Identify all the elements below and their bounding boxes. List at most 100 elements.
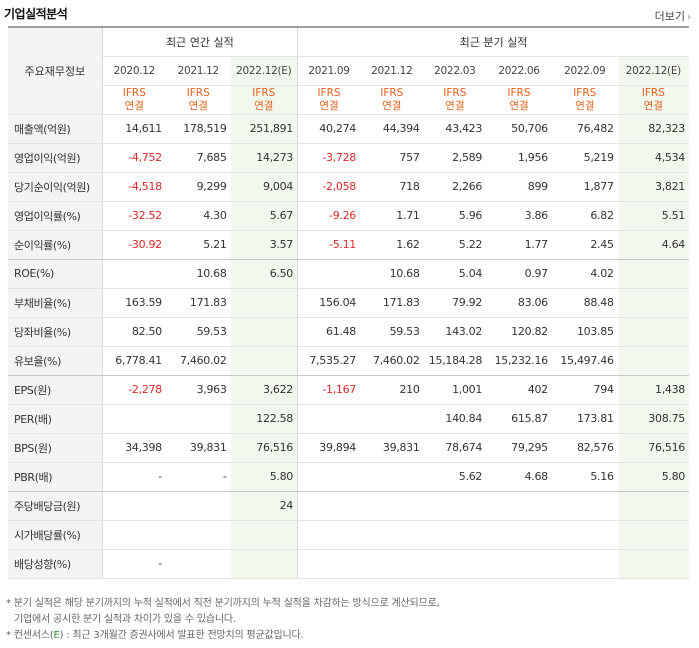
table-cell: -1,167 xyxy=(297,375,360,405)
table-cell: 39,831 xyxy=(360,433,424,463)
table-cell: 82.50 xyxy=(102,317,166,347)
period-header: 2022.12(E) xyxy=(230,56,298,86)
table-cell: 9,299 xyxy=(165,172,231,202)
table-cell xyxy=(102,259,166,289)
ifrs-consolidated: 연결 xyxy=(319,99,339,112)
table-cell: 3.86 xyxy=(486,201,552,231)
table-cell: 10.68 xyxy=(360,259,424,289)
table-cell: 1.71 xyxy=(360,201,424,231)
ifrs-label: IFRS 연결 xyxy=(423,85,487,115)
ifrs-standard: IFRS xyxy=(252,86,276,99)
table-cell: 78,674 xyxy=(423,433,487,463)
table-cell xyxy=(230,346,298,376)
table-cell: 178,519 xyxy=(165,114,231,144)
table-cell: 59.53 xyxy=(360,317,424,347)
table-cell: 171.83 xyxy=(165,288,231,318)
more-link[interactable]: 더보기 › xyxy=(655,8,691,24)
ifrs-label: IFRS 연결 xyxy=(165,85,231,115)
table-cell: 1,001 xyxy=(423,375,487,405)
table-row: 매출액(억원) 14,611 178,519 251,891 40,274 44,394 4… xyxy=(8,114,689,144)
table-cell: 0.97 xyxy=(486,259,552,289)
table-cell xyxy=(165,549,231,579)
table-cell: 402 xyxy=(486,375,552,405)
table-cell: 39,831 xyxy=(165,433,231,463)
table-cell: 1.62 xyxy=(360,230,424,260)
row-label: 배당성향(%) xyxy=(8,549,103,579)
table-cell: 7,460.02 xyxy=(165,346,231,376)
table-cell xyxy=(297,491,360,521)
table-cell: - xyxy=(165,462,231,492)
table-cell: 5.51 xyxy=(617,201,689,231)
table-cell xyxy=(165,404,231,434)
table-cell: 4,534 xyxy=(617,143,689,173)
ifrs-consolidated: 연결 xyxy=(254,99,274,112)
period-header: 2021.12 xyxy=(165,56,231,86)
table-cell xyxy=(230,317,298,347)
table-cell: 6,778.41 xyxy=(102,346,166,376)
table-cell xyxy=(423,520,487,550)
table-cell xyxy=(165,491,231,521)
table-cell: 39,894 xyxy=(297,433,360,463)
table-cell: 308.75 xyxy=(617,404,689,434)
period-header: 2022.09 xyxy=(551,56,618,86)
table-cell: 4.68 xyxy=(486,462,552,492)
table-cell xyxy=(551,491,618,521)
table-cell: 1,956 xyxy=(486,143,552,173)
table-cell: -2,058 xyxy=(297,172,360,202)
ifrs-label: IFRS 연결 xyxy=(297,85,360,115)
table-cell: 2,266 xyxy=(423,172,487,202)
table-cell xyxy=(617,346,689,376)
table-cell xyxy=(360,462,424,492)
table-cell: 1.77 xyxy=(486,230,552,260)
table-cell xyxy=(360,404,424,434)
ifrs-consolidated: 연결 xyxy=(509,99,529,112)
ifrs-standard: IFRS xyxy=(186,86,210,99)
table-cell: 794 xyxy=(551,375,618,405)
table-cell: 5.96 xyxy=(423,201,487,231)
footnote-1-cont: 기업에서 공시한 분기 실적과 차이가 있을 수 있습니다. xyxy=(14,614,236,625)
row-label: 부채비율(%) xyxy=(8,288,103,318)
table-cell xyxy=(360,491,424,521)
period-header: 2022.12(E) xyxy=(617,56,689,86)
table-cell: -32.52 xyxy=(102,201,166,231)
table-cell: 82,323 xyxy=(617,114,689,144)
table-cell xyxy=(230,520,298,550)
table-cell: 76,482 xyxy=(551,114,618,144)
more-link-label: 더보기 xyxy=(654,10,685,23)
annual-group-header: 최근 연간 실적 xyxy=(102,27,299,57)
table-cell: -4,518 xyxy=(102,172,166,202)
table-cell: 7,535.27 xyxy=(297,346,360,376)
period-header: 2020.12 xyxy=(102,56,166,86)
ifrs-label: IFRS 연결 xyxy=(102,85,166,115)
table-cell: 7,460.02 xyxy=(360,346,424,376)
table-cell: 140.84 xyxy=(423,404,487,434)
row-label: PER(배) xyxy=(8,404,103,434)
table-cell: 50,706 xyxy=(486,114,552,144)
ifrs-consolidated: 연결 xyxy=(445,99,465,112)
section-title: 기업실적분석 xyxy=(4,7,68,21)
table-cell: 76,516 xyxy=(617,433,689,463)
footnotes: * 분기 실적은 해당 분기까지의 누적 실적에서 직전 분기까지의 누적 실적… xyxy=(6,596,440,644)
row-label: 시가배당률(%) xyxy=(8,520,103,550)
ifrs-consolidated: 연결 xyxy=(575,99,595,112)
financial-table: 주요재무정보 최근 연간 실적 최근 분기 실적 2020.12 2021.12 2… xyxy=(8,26,689,579)
table-cell: 79.92 xyxy=(423,288,487,318)
table-cell: 3,963 xyxy=(165,375,231,405)
table-cell: 4.02 xyxy=(551,259,618,289)
table-cell xyxy=(297,549,360,579)
table-cell: -4,752 xyxy=(102,143,166,173)
table-cell xyxy=(165,520,231,550)
table-cell xyxy=(617,317,689,347)
row-label: 주당배당금(원) xyxy=(8,491,103,521)
table-cell: 757 xyxy=(360,143,424,173)
row-label: 매출액(억원) xyxy=(8,114,103,144)
table-cell: 171.83 xyxy=(360,288,424,318)
row-label: 당기순이익(억원) xyxy=(8,172,103,202)
table-cell: 173.81 xyxy=(551,404,618,434)
table-cell: - xyxy=(102,462,166,492)
table-cell xyxy=(102,404,166,434)
table-cell: 10.68 xyxy=(165,259,231,289)
table-cell: 7,685 xyxy=(165,143,231,173)
table-cell: 79,295 xyxy=(486,433,552,463)
period-header: 2021.09 xyxy=(297,56,360,86)
